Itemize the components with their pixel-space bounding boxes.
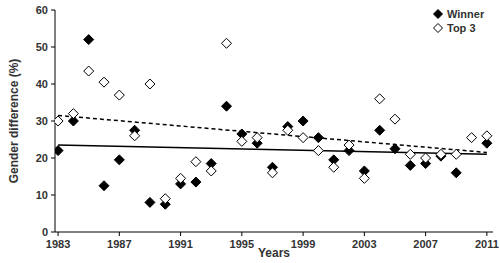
x-tick-label: 2003 bbox=[352, 238, 376, 250]
x-tick bbox=[364, 232, 365, 236]
y-tick-label: 50 bbox=[36, 41, 48, 53]
point bbox=[313, 133, 323, 143]
y-tick bbox=[51, 195, 55, 196]
point bbox=[390, 114, 400, 124]
point bbox=[252, 133, 262, 143]
x-tick-label: 2007 bbox=[413, 238, 437, 250]
point bbox=[313, 146, 323, 156]
point bbox=[359, 173, 369, 183]
point bbox=[176, 173, 186, 183]
point bbox=[84, 66, 94, 76]
x-tick bbox=[486, 232, 487, 236]
point bbox=[191, 157, 201, 167]
legend-marker bbox=[434, 24, 443, 33]
y-tick bbox=[51, 121, 55, 122]
point bbox=[68, 109, 78, 119]
y-tick bbox=[51, 84, 55, 85]
point bbox=[160, 194, 170, 204]
point bbox=[237, 136, 247, 146]
point bbox=[375, 125, 385, 135]
x-tick-label: 2011 bbox=[475, 238, 499, 250]
point bbox=[145, 197, 155, 207]
point bbox=[283, 125, 293, 135]
legend-marker bbox=[434, 10, 443, 19]
chart: 0 10 20 30 40 50 60 1983 1987 1991 1995 1999 2003 200… bbox=[0, 0, 500, 263]
y-tick-label: 40 bbox=[36, 78, 48, 90]
x-tick bbox=[425, 232, 426, 236]
legend: Winner Top 3 bbox=[434, 8, 485, 34]
x-tick bbox=[303, 232, 304, 236]
point bbox=[55, 116, 63, 126]
point bbox=[344, 140, 354, 150]
y-tick bbox=[51, 47, 55, 48]
x-tick-label: 1995 bbox=[230, 238, 254, 250]
point bbox=[482, 131, 492, 141]
y-tick bbox=[51, 158, 55, 159]
y-tick-label: 30 bbox=[36, 115, 48, 127]
x-tick bbox=[180, 232, 181, 236]
plot-area bbox=[55, 35, 492, 210]
x-tick-label: 1987 bbox=[107, 238, 131, 250]
point bbox=[436, 149, 446, 159]
point bbox=[222, 101, 232, 111]
x-tick-label: 1999 bbox=[291, 238, 315, 250]
point bbox=[329, 162, 339, 172]
y-tick-label: 20 bbox=[36, 152, 48, 164]
point bbox=[191, 177, 201, 187]
x-tick-label: 1991 bbox=[168, 238, 192, 250]
point bbox=[405, 149, 415, 159]
point bbox=[451, 149, 461, 159]
y-tick-label: 60 bbox=[36, 4, 48, 16]
legend-label: Top 3 bbox=[447, 22, 476, 34]
x-tick bbox=[119, 232, 120, 236]
point bbox=[222, 38, 232, 48]
point bbox=[84, 35, 94, 45]
trend-line bbox=[58, 115, 487, 152]
y-tick-label: 0 bbox=[42, 226, 48, 238]
point bbox=[375, 94, 385, 104]
point bbox=[130, 131, 140, 141]
point bbox=[298, 116, 308, 126]
point bbox=[421, 153, 431, 163]
x-tick bbox=[241, 232, 242, 236]
point bbox=[114, 90, 124, 100]
point bbox=[390, 144, 400, 154]
point bbox=[55, 146, 63, 156]
point bbox=[99, 77, 109, 87]
point bbox=[451, 168, 461, 178]
x-tick-label: 1983 bbox=[46, 238, 70, 250]
x-tick bbox=[58, 232, 59, 236]
y-axis-title: Gender difference (%) bbox=[7, 59, 21, 184]
point bbox=[206, 166, 216, 176]
point bbox=[298, 133, 308, 143]
y-tick-label: 10 bbox=[36, 189, 48, 201]
y-tick bbox=[51, 10, 55, 11]
x-axis-title: Years bbox=[258, 246, 290, 260]
point bbox=[114, 155, 124, 165]
point bbox=[405, 160, 415, 170]
point bbox=[145, 79, 155, 89]
legend-label: Winner bbox=[447, 8, 485, 20]
x-axis bbox=[55, 232, 493, 233]
point bbox=[467, 133, 477, 143]
point bbox=[99, 181, 109, 191]
y-tick bbox=[51, 232, 55, 233]
point bbox=[267, 168, 277, 178]
